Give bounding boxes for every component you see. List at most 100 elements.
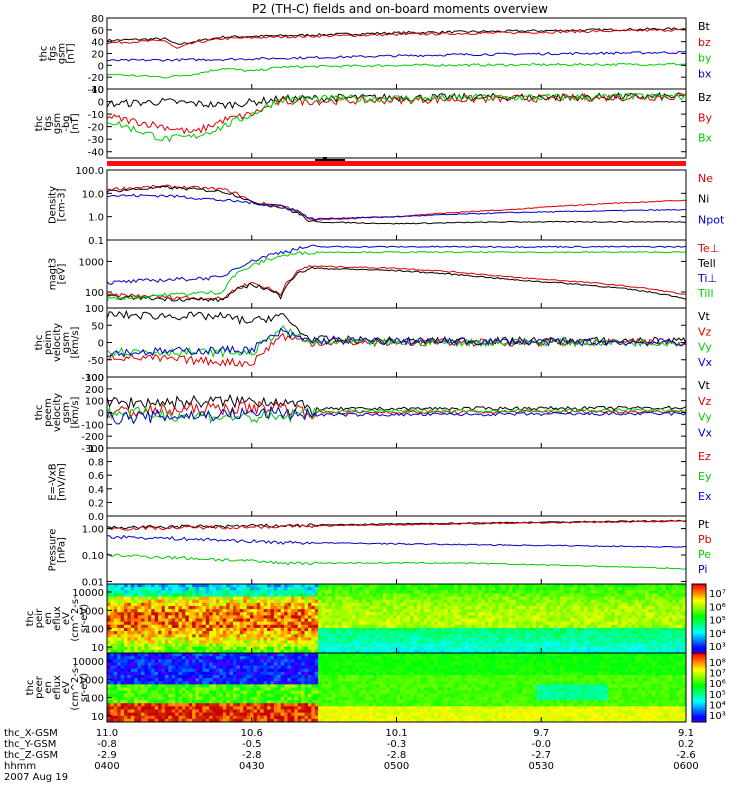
heatmap-cell xyxy=(236,643,241,648)
heatmap-cell xyxy=(342,634,346,638)
heatmap-cell xyxy=(147,627,152,632)
heatmap-cell xyxy=(549,605,554,610)
heatmap-cell xyxy=(243,674,248,679)
heatmap-cell xyxy=(617,627,622,632)
heatmap-cell xyxy=(474,612,479,616)
heatmap-cell xyxy=(171,587,176,591)
heatmap-cell xyxy=(212,599,217,604)
heatmap-cell xyxy=(611,640,615,644)
heatmap-cell xyxy=(444,615,448,619)
heatmap-cell xyxy=(188,602,193,607)
heatmap-cell xyxy=(253,637,258,641)
heatmap-cell xyxy=(420,593,425,597)
heatmap-cell xyxy=(485,612,489,616)
heatmap-cell xyxy=(171,590,176,594)
heatmap-cell xyxy=(559,618,564,623)
heatmap-cell xyxy=(641,640,646,644)
heatmap-cell xyxy=(362,590,367,594)
heatmap-cell xyxy=(301,593,305,597)
heatmap-cell xyxy=(556,612,561,616)
heatmap-cell xyxy=(668,637,673,641)
y-tick-label: 100 xyxy=(85,288,104,299)
heatmap-cell xyxy=(566,631,571,635)
heatmap-cell xyxy=(154,718,159,723)
heatmap-cell xyxy=(284,643,288,648)
heatmap-cell xyxy=(226,681,231,685)
y-axis-label: thc xyxy=(34,116,45,132)
heatmap-cell xyxy=(178,703,183,707)
heatmap-cell xyxy=(117,693,122,698)
heatmap-cell xyxy=(427,593,431,597)
heatmap-cell xyxy=(481,584,486,588)
heatmap-cell xyxy=(151,696,156,701)
heatmap-cell xyxy=(658,621,663,626)
heatmap-cell xyxy=(651,627,656,632)
heatmap-cell xyxy=(454,609,459,613)
heatmap-cell xyxy=(454,590,459,594)
heatmap-cell xyxy=(168,715,173,720)
heatmap-cell xyxy=(239,712,244,717)
heatmap-cell xyxy=(117,618,122,623)
heatmap-cell xyxy=(454,584,459,588)
heatmap-cell xyxy=(202,590,207,594)
heatmap-cell xyxy=(209,653,213,657)
heatmap-cell xyxy=(410,605,414,610)
heatmap-cell xyxy=(549,640,554,644)
heatmap-cell xyxy=(151,671,156,676)
colorbar-cell xyxy=(692,608,706,611)
heatmap-cell xyxy=(655,640,660,644)
heatmap-cell xyxy=(577,631,581,635)
heatmap-cell xyxy=(372,584,377,588)
heatmap-cell xyxy=(318,646,322,651)
heatmap-cell xyxy=(188,596,193,601)
heatmap-cell xyxy=(536,618,540,623)
heatmap-cell xyxy=(192,687,196,692)
heatmap-cell xyxy=(324,612,329,616)
heatmap-cell xyxy=(212,605,217,610)
heatmap-cell xyxy=(628,640,632,644)
heatmap-cell xyxy=(614,599,619,604)
heatmap-cell xyxy=(491,587,496,591)
heatmap-cell xyxy=(253,605,258,610)
heatmap-cell xyxy=(280,590,285,594)
heatmap-cell xyxy=(185,646,190,651)
heatmap-cell xyxy=(382,649,387,654)
heatmap-cell xyxy=(192,584,196,588)
heatmap-cell xyxy=(195,634,200,638)
heatmap-cell xyxy=(450,596,455,601)
heatmap-cell xyxy=(570,640,575,644)
heatmap-cell xyxy=(110,631,115,635)
heatmap-cell xyxy=(648,627,653,632)
heatmap-cell xyxy=(580,649,585,654)
heatmap-cell xyxy=(437,596,442,601)
heatmap-cell xyxy=(641,599,646,604)
heatmap-cell xyxy=(267,634,271,638)
heatmap-cell xyxy=(175,637,179,641)
heatmap-cell xyxy=(335,587,339,591)
heatmap-cell xyxy=(175,718,179,723)
heatmap-cell xyxy=(645,634,649,638)
heatmap-cell xyxy=(154,653,159,657)
heatmap-cell xyxy=(314,602,319,607)
heatmap-cell xyxy=(328,612,333,616)
heatmap-cell xyxy=(284,602,288,607)
heatmap-cell xyxy=(631,593,636,597)
heatmap-cell xyxy=(502,599,506,604)
heatmap-cell xyxy=(273,593,278,597)
heatmap-cell xyxy=(273,637,278,641)
heatmap-cell xyxy=(120,690,125,695)
heatmap-cell xyxy=(158,605,162,610)
heatmap-cell xyxy=(546,609,551,613)
heatmap-cell xyxy=(471,615,476,619)
heatmap-cell xyxy=(236,646,241,651)
heatmap-cell xyxy=(536,605,540,610)
heatmap-cell xyxy=(634,609,639,613)
heatmap-cell xyxy=(215,690,220,695)
heatmap-cell xyxy=(318,587,322,591)
heatmap-cell xyxy=(577,649,581,654)
heatmap-cell xyxy=(164,631,169,635)
heatmap-cell xyxy=(233,609,237,613)
heatmap-cell xyxy=(239,671,244,676)
heatmap-cell xyxy=(243,696,248,701)
heatmap-cell xyxy=(519,605,523,610)
